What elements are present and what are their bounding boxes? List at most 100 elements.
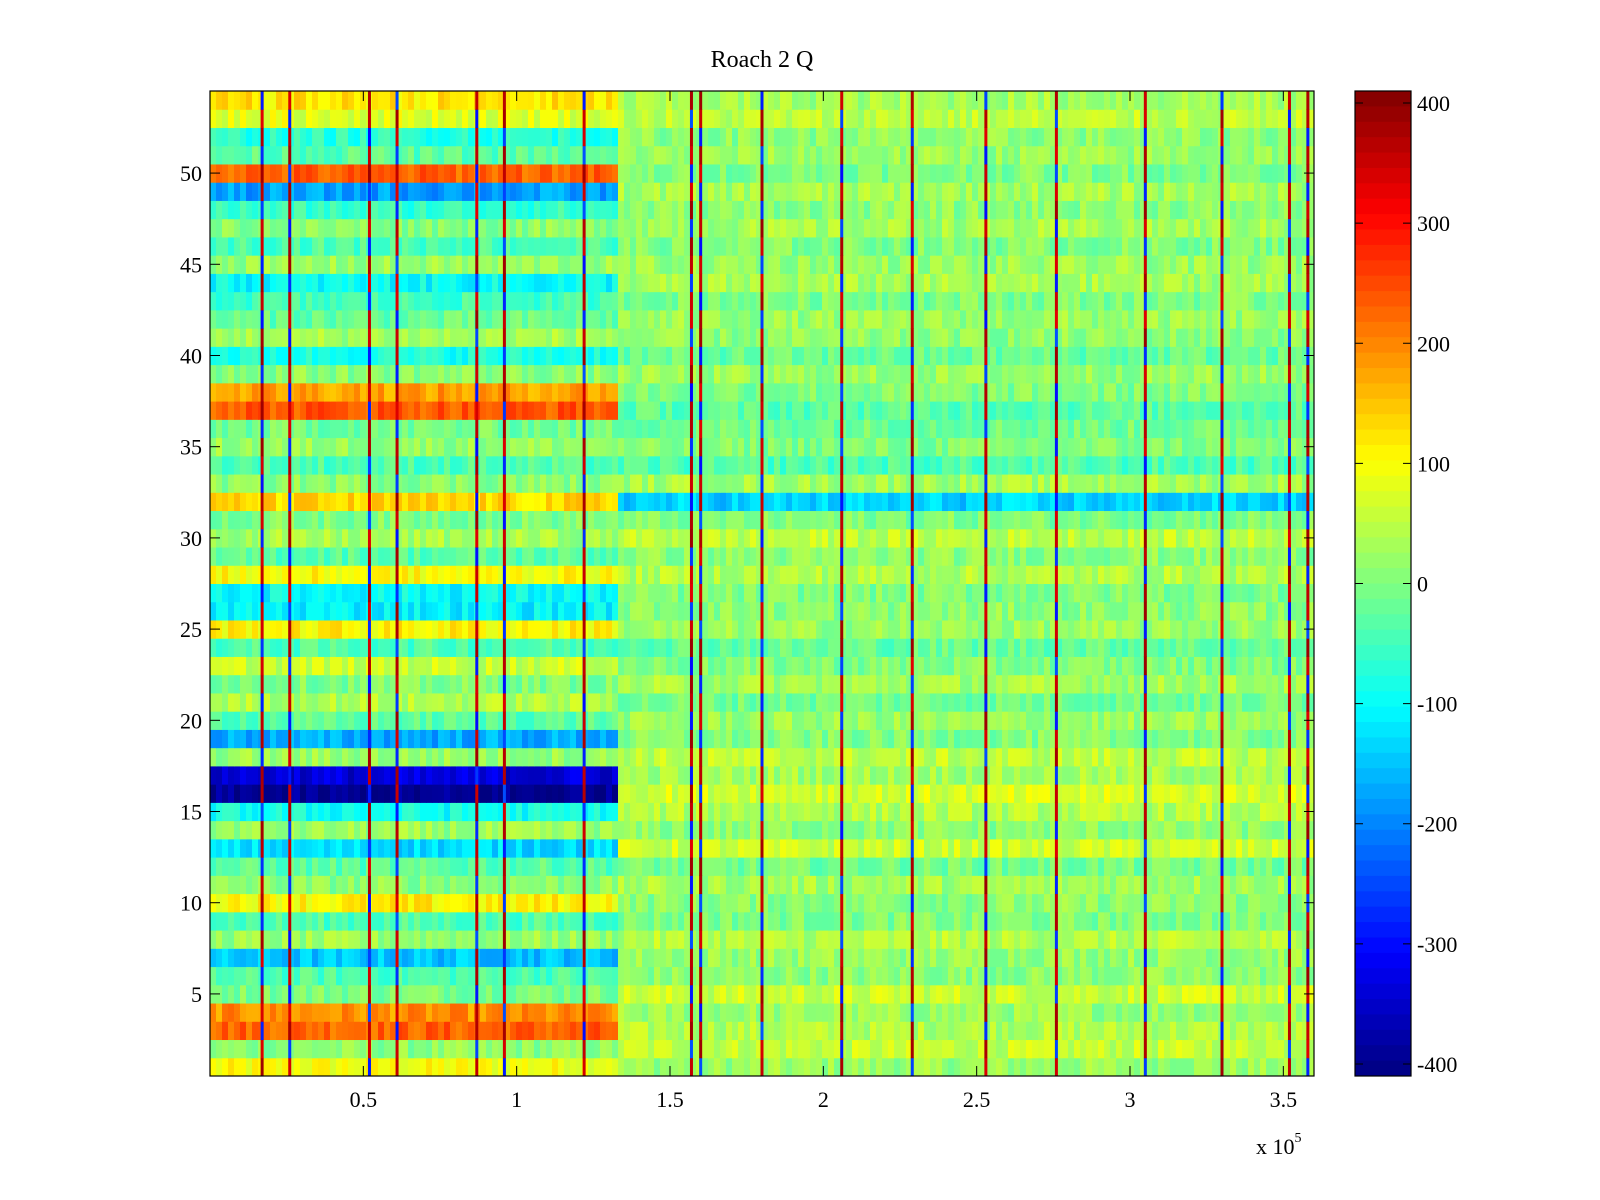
heatmap-cell bbox=[492, 984, 499, 1004]
heatmap-cell bbox=[1080, 930, 1087, 949]
heatmap-cell bbox=[438, 765, 445, 785]
heatmap-cell bbox=[630, 1057, 637, 1077]
heatmap-cell bbox=[1230, 1003, 1237, 1022]
heatmap-cell bbox=[1290, 1057, 1297, 1077]
heatmap-cell bbox=[936, 802, 943, 822]
heatmap-cell bbox=[1116, 1039, 1123, 1059]
heatmap-cell bbox=[810, 930, 817, 949]
heatmap-cell bbox=[1266, 674, 1273, 694]
heatmap-cell bbox=[702, 601, 709, 621]
heatmap-cell bbox=[450, 656, 457, 676]
heatmap-cell bbox=[438, 1021, 445, 1041]
heatmap-cell bbox=[1008, 619, 1015, 639]
heatmap-cell bbox=[870, 674, 877, 694]
heatmap-cell bbox=[666, 984, 673, 1004]
heatmap-cell bbox=[1224, 711, 1231, 730]
heatmap-cell bbox=[1116, 711, 1123, 730]
heatmap-cell bbox=[1284, 984, 1291, 1004]
heatmap-cell bbox=[1002, 984, 1009, 1004]
heatmap-cell bbox=[828, 747, 835, 767]
heatmap-cell bbox=[1062, 1057, 1069, 1077]
heatmap-cell bbox=[1212, 765, 1219, 785]
heatmap-cell bbox=[558, 966, 565, 986]
heatmap-cell bbox=[1098, 911, 1105, 931]
heatmap-cell bbox=[690, 656, 697, 676]
heatmap-cell bbox=[1158, 638, 1165, 657]
heatmap-cell bbox=[528, 583, 535, 603]
heatmap-cell bbox=[498, 875, 505, 895]
heatmap-cell bbox=[1302, 765, 1309, 785]
heatmap-cell bbox=[804, 784, 811, 803]
heatmap-cell bbox=[774, 875, 781, 895]
heatmap-cell bbox=[342, 784, 349, 803]
heatmap-cell bbox=[1050, 966, 1057, 986]
heatmap-cell bbox=[690, 1021, 697, 1041]
heatmap-cell bbox=[528, 857, 535, 876]
heatmap-cell bbox=[810, 1003, 817, 1022]
heatmap-cell bbox=[750, 838, 757, 858]
heatmap-cell bbox=[522, 747, 529, 767]
heatmap-cell bbox=[1086, 930, 1093, 949]
heatmap-cell bbox=[888, 729, 895, 749]
heatmap-cell bbox=[534, 638, 541, 657]
heatmap-cell bbox=[1254, 638, 1261, 657]
heatmap-cell bbox=[588, 711, 595, 730]
heatmap-cell bbox=[1122, 984, 1129, 1004]
heatmap-cell bbox=[1260, 802, 1267, 822]
heatmap-cell bbox=[1188, 638, 1195, 657]
heatmap-cell bbox=[246, 692, 253, 712]
heatmap-cell bbox=[1170, 638, 1177, 657]
heatmap-cell bbox=[426, 747, 433, 767]
heatmap-cell bbox=[1014, 692, 1021, 712]
heatmap-cell bbox=[810, 966, 817, 986]
heatmap-cell bbox=[252, 911, 259, 931]
heatmap-cell bbox=[1176, 784, 1183, 803]
heatmap-cell bbox=[780, 911, 787, 931]
heatmap-cell bbox=[516, 802, 523, 822]
heatmap-cell bbox=[318, 984, 325, 1004]
heatmap-cell bbox=[846, 820, 853, 840]
heatmap-cell bbox=[420, 948, 427, 968]
heatmap-cell bbox=[504, 802, 511, 822]
heatmap-cell bbox=[744, 1039, 751, 1059]
heatmap-cell bbox=[762, 984, 769, 1004]
heatmap-cell bbox=[888, 1057, 895, 1077]
heatmap-cell bbox=[870, 784, 877, 803]
heatmap-cell bbox=[936, 747, 943, 767]
heatmap-cell bbox=[438, 692, 445, 712]
heatmap-cell bbox=[1140, 729, 1147, 749]
heatmap-cell bbox=[1002, 911, 1009, 931]
heatmap-cell bbox=[1200, 747, 1207, 767]
heatmap-cell bbox=[720, 747, 727, 767]
heatmap-cell bbox=[666, 747, 673, 767]
heatmap-cell bbox=[594, 729, 601, 749]
heatmap-cell bbox=[546, 984, 553, 1004]
heatmap-cell bbox=[1194, 692, 1201, 712]
heatmap-cell bbox=[804, 893, 811, 913]
heatmap-cell bbox=[468, 966, 475, 986]
heatmap-cell bbox=[624, 765, 631, 785]
heatmap-cell bbox=[1182, 765, 1189, 785]
heatmap-cell bbox=[864, 638, 871, 657]
heatmap-cell bbox=[420, 1003, 427, 1022]
heatmap-cell bbox=[864, 583, 871, 603]
heatmap-cell bbox=[678, 784, 685, 803]
heatmap-cell bbox=[996, 638, 1003, 657]
heatmap-cell bbox=[252, 565, 259, 584]
heatmap-cell bbox=[462, 765, 469, 785]
heatmap-cell bbox=[666, 638, 673, 657]
heatmap-cell bbox=[1260, 893, 1267, 913]
heatmap-cell bbox=[312, 565, 319, 584]
heatmap-cell bbox=[432, 784, 439, 803]
heatmap-cell bbox=[1116, 674, 1123, 694]
heatmap-cell bbox=[342, 1039, 349, 1059]
heatmap-cell bbox=[1152, 765, 1159, 785]
heatmap-cell bbox=[876, 1021, 883, 1041]
heatmap-cell bbox=[822, 1021, 829, 1041]
heatmap-cell bbox=[906, 674, 913, 694]
heatmap-cell bbox=[564, 911, 571, 931]
heatmap-cell bbox=[1158, 729, 1165, 749]
heatmap-cell bbox=[228, 1003, 235, 1022]
heatmap-cell bbox=[1260, 619, 1267, 639]
heatmap-cell bbox=[576, 984, 583, 1004]
